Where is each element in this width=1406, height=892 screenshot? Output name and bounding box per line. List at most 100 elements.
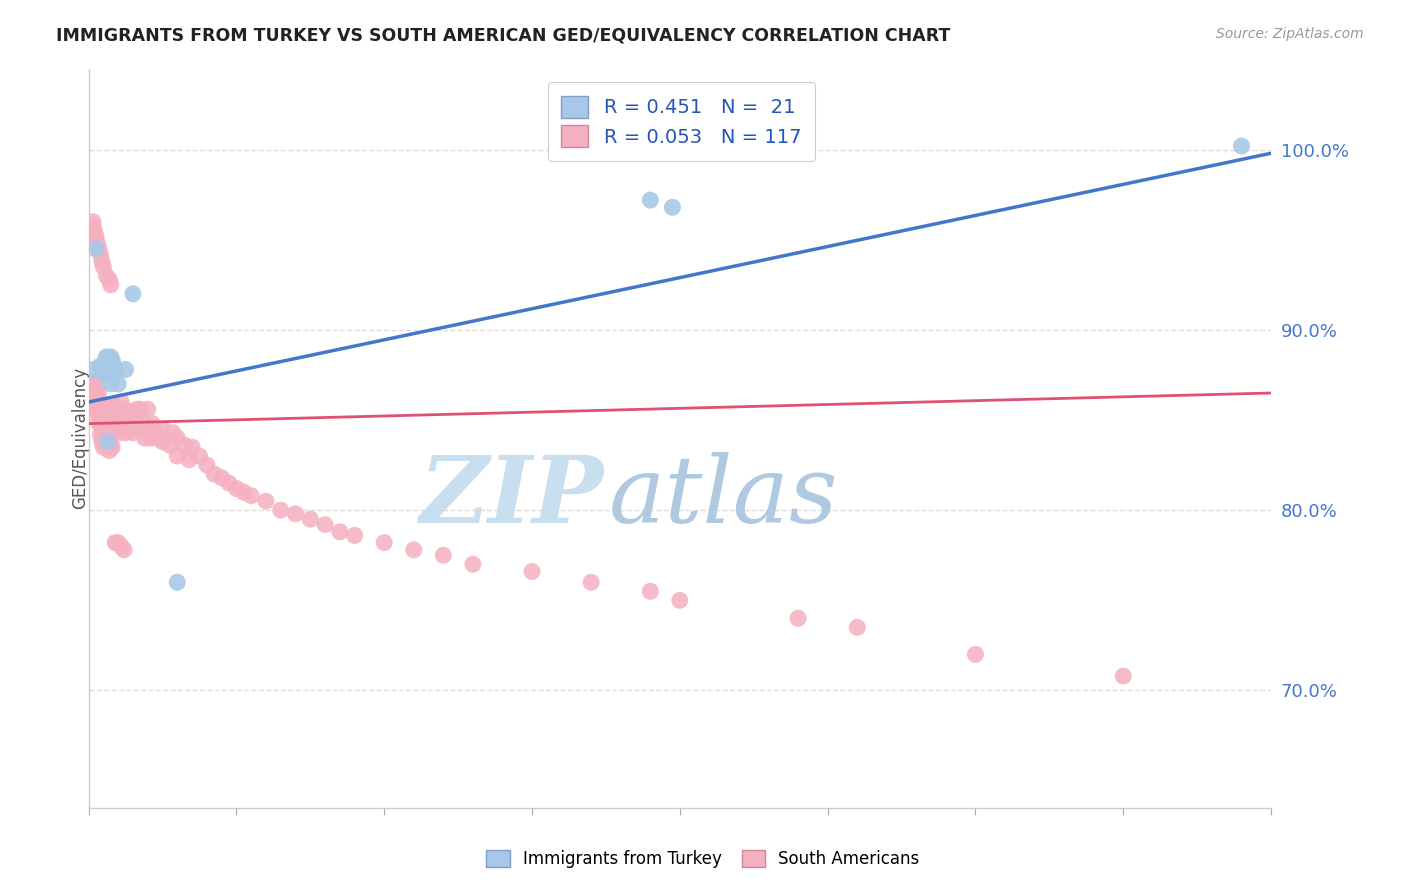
Point bbox=[195, 458, 218, 472]
Point bbox=[107, 535, 129, 549]
Y-axis label: GED/Equivalency: GED/Equivalency bbox=[72, 367, 89, 509]
Point bbox=[152, 422, 174, 436]
Point bbox=[82, 362, 104, 376]
Point bbox=[114, 425, 136, 440]
Point bbox=[270, 503, 292, 517]
Point bbox=[101, 440, 124, 454]
Point bbox=[86, 409, 108, 424]
Point bbox=[134, 431, 156, 445]
Point bbox=[104, 399, 127, 413]
Point bbox=[141, 417, 163, 431]
Point bbox=[84, 402, 107, 417]
Point bbox=[89, 402, 111, 417]
Point bbox=[97, 362, 120, 376]
Point bbox=[90, 422, 112, 436]
Point bbox=[127, 402, 149, 417]
Point bbox=[232, 485, 254, 500]
Point bbox=[83, 224, 105, 238]
Point bbox=[965, 648, 987, 662]
Point bbox=[159, 438, 181, 452]
Point bbox=[96, 399, 118, 413]
Point bbox=[93, 260, 115, 274]
Point bbox=[80, 384, 103, 399]
Point bbox=[329, 524, 352, 539]
Point bbox=[104, 413, 127, 427]
Point bbox=[101, 353, 124, 368]
Point bbox=[96, 268, 118, 283]
Point bbox=[94, 431, 117, 445]
Point bbox=[98, 366, 121, 380]
Point bbox=[93, 366, 115, 380]
Point bbox=[110, 395, 132, 409]
Point bbox=[90, 254, 112, 268]
Point bbox=[112, 402, 135, 417]
Point bbox=[152, 434, 174, 449]
Point bbox=[105, 422, 128, 436]
Point bbox=[86, 236, 108, 251]
Point bbox=[669, 593, 692, 607]
Point bbox=[177, 452, 200, 467]
Point bbox=[129, 422, 152, 436]
Point bbox=[638, 584, 661, 599]
Point bbox=[83, 399, 105, 413]
Point bbox=[100, 427, 122, 442]
Point bbox=[240, 489, 263, 503]
Point bbox=[162, 425, 184, 440]
Point bbox=[93, 440, 115, 454]
Point bbox=[82, 215, 104, 229]
Point bbox=[107, 417, 129, 431]
Point bbox=[117, 417, 139, 431]
Point bbox=[98, 417, 121, 431]
Point bbox=[100, 438, 122, 452]
Point bbox=[402, 542, 425, 557]
Point bbox=[132, 417, 155, 431]
Point bbox=[111, 417, 134, 431]
Point bbox=[1112, 669, 1135, 683]
Point bbox=[520, 565, 543, 579]
Point bbox=[112, 542, 135, 557]
Point bbox=[146, 431, 169, 445]
Point bbox=[84, 373, 107, 387]
Point bbox=[181, 440, 204, 454]
Point bbox=[122, 409, 145, 424]
Point bbox=[97, 434, 120, 449]
Point bbox=[87, 395, 110, 409]
Point bbox=[100, 376, 122, 391]
Point bbox=[846, 620, 869, 634]
Point bbox=[143, 425, 166, 440]
Point bbox=[461, 558, 484, 572]
Point bbox=[87, 417, 110, 431]
Point bbox=[122, 286, 145, 301]
Point bbox=[90, 434, 112, 449]
Point bbox=[100, 399, 122, 413]
Point bbox=[103, 402, 125, 417]
Point bbox=[299, 512, 322, 526]
Point bbox=[284, 507, 307, 521]
Point bbox=[166, 431, 188, 445]
Point bbox=[84, 395, 107, 409]
Point bbox=[166, 449, 188, 463]
Point bbox=[136, 402, 159, 417]
Point bbox=[661, 200, 683, 214]
Point bbox=[89, 359, 111, 373]
Point bbox=[118, 404, 141, 418]
Point bbox=[87, 384, 110, 399]
Point bbox=[89, 427, 111, 442]
Point bbox=[101, 425, 124, 440]
Point bbox=[98, 272, 121, 286]
Point bbox=[97, 434, 120, 449]
Text: ZIP: ZIP bbox=[419, 452, 603, 542]
Point bbox=[343, 528, 366, 542]
Point bbox=[101, 409, 124, 424]
Point bbox=[86, 392, 108, 406]
Point bbox=[122, 425, 145, 440]
Point bbox=[103, 359, 125, 373]
Point bbox=[373, 535, 395, 549]
Point bbox=[104, 535, 127, 549]
Point bbox=[579, 575, 602, 590]
Point bbox=[107, 402, 129, 417]
Point bbox=[83, 376, 105, 391]
Point bbox=[97, 409, 120, 424]
Point bbox=[314, 517, 336, 532]
Point bbox=[129, 402, 152, 417]
